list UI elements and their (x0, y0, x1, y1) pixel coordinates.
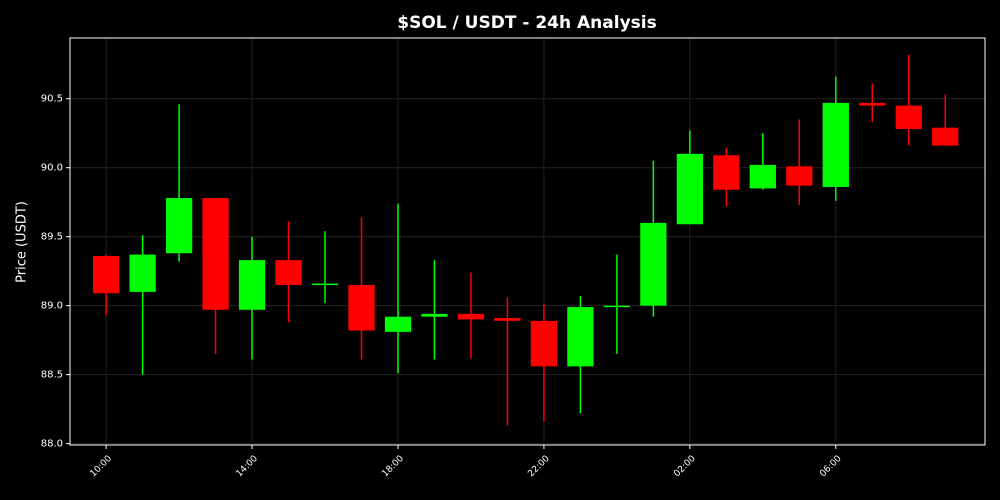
candle-body (603, 305, 631, 308)
candle-body (749, 164, 776, 189)
candle-body (932, 127, 959, 146)
candle-body (129, 254, 156, 292)
candle-body (457, 313, 485, 320)
candle-body (348, 284, 375, 331)
candle-body (713, 155, 740, 190)
y-tick-label: 88.0 (41, 439, 63, 450)
y-tick-label: 89.0 (41, 301, 63, 312)
x-tick-label: 22:00 (526, 454, 552, 480)
candle-body (530, 320, 558, 367)
y-tick-label: 90.5 (41, 94, 63, 105)
y-axis-label: Price (USDT) (15, 201, 30, 283)
x-tick-label: 02:00 (672, 454, 698, 480)
candle-body (567, 307, 594, 367)
x-tick-label: 14:00 (235, 454, 261, 480)
x-tick-label: 10:00 (89, 454, 115, 480)
candle-body (859, 102, 886, 106)
candle-body (640, 222, 667, 306)
candle-body (165, 198, 193, 254)
chart-title: $SOL / USDT - 24h Analysis (397, 13, 656, 33)
y-tick-label: 90.0 (41, 163, 63, 174)
candle-body (421, 313, 448, 317)
candle-body (786, 166, 813, 186)
plot-frame (69, 37, 986, 446)
candle-body (676, 153, 703, 225)
x-tick-label: 18:00 (380, 454, 406, 480)
y-tick-label: 88.5 (41, 370, 63, 381)
candle-body (822, 102, 849, 188)
candle-body (384, 316, 412, 332)
candle-body (895, 105, 922, 130)
candle-body (311, 283, 339, 286)
y-tick-label: 89.5 (41, 232, 63, 243)
candle-body (202, 198, 229, 310)
x-tick-label: 06:00 (818, 454, 844, 480)
candle-body (92, 255, 120, 294)
candle-body (494, 318, 521, 321)
candle-body (238, 260, 266, 310)
candle-body (275, 260, 302, 285)
